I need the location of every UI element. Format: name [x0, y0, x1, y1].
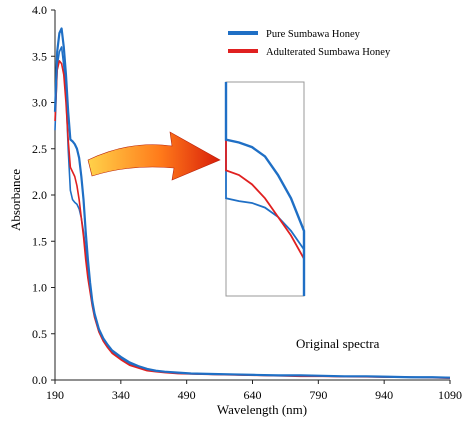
x-tick-label: 490	[178, 388, 196, 402]
y-tick-label: 2.5	[32, 142, 47, 156]
zoom-arrow	[87, 131, 221, 181]
legend-label-adulterated: Adulterated Sumbawa Honey	[266, 47, 391, 58]
x-tick-label: 640	[244, 388, 262, 402]
legend: Pure Sumbawa Honey Adulterated Sumbawa H…	[228, 29, 391, 58]
x-tick-label: 940	[375, 388, 393, 402]
inset-series	[224, 82, 306, 296]
series-group	[53, 27, 451, 379]
x-tick-label: 1090	[438, 388, 462, 402]
legend-label-pure: Pure Sumbawa Honey	[266, 29, 361, 40]
x-tick-label: 340	[112, 388, 130, 402]
zoom-inset	[224, 81, 306, 297]
x-tick-label: 790	[309, 388, 327, 402]
y-tick-label: 3.0	[32, 96, 47, 110]
y-tick-label: 0.5	[32, 327, 47, 341]
ticks: 190 340 490 640 790 940 1090 0.0 0.5 1.0 1.5 2.0 2.5…	[32, 3, 462, 402]
inset-frame	[225, 81, 305, 297]
y-axis-label: Absorbance	[8, 169, 23, 231]
inset-series-line	[224, 82, 306, 296]
y-tick-label: 3.5	[32, 49, 47, 63]
series-line	[53, 27, 451, 379]
y-tick-label: 0.0	[32, 373, 47, 387]
y-tick-label: 4.0	[32, 3, 47, 17]
y-tick-label: 1.5	[32, 234, 47, 248]
y-tick-label: 2.0	[32, 188, 47, 202]
x-tick-label: 190	[46, 388, 64, 402]
y-tick-label: 1.0	[32, 281, 47, 295]
original-spectra-annotation: Original spectra	[296, 336, 380, 351]
x-axis-label: Wavelength (nm)	[217, 402, 307, 417]
